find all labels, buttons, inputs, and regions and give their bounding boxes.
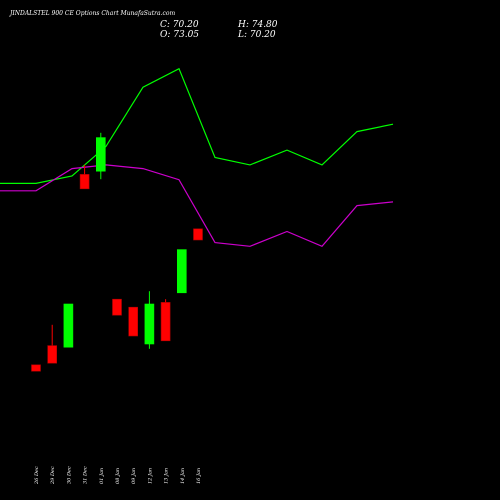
chart-title: JINDALSTEL 900 CE Options Chart MunafaSu…	[8, 10, 176, 17]
high-label: H: 74.80	[237, 20, 278, 30]
indicator-line-2	[0, 164, 394, 248]
open-label: O: 73.05	[160, 30, 199, 40]
x-tick-label: 30 Dec	[66, 466, 72, 484]
candle-body	[79, 174, 90, 190]
candle	[144, 291, 155, 349]
candle	[96, 132, 106, 180]
candle	[112, 298, 122, 316]
candle-body	[177, 249, 187, 294]
candle	[31, 364, 41, 372]
x-tick-label: 13 Jan	[164, 468, 170, 484]
candle	[47, 324, 58, 364]
candle	[63, 303, 74, 348]
x-tick-label: 29 Dec	[50, 466, 56, 485]
candle-body	[96, 137, 106, 172]
x-tick-label: 12 Jan	[147, 468, 153, 484]
candle	[160, 299, 171, 342]
candlesticks	[31, 132, 203, 372]
x-axis-tick-labels: 26 Dec 29 Dec 30 Dec 31 Dec 01 Jan 08 Jan 09 J…	[34, 466, 202, 485]
x-tick-label: 01 Jan	[99, 468, 105, 484]
candle-body	[63, 303, 74, 348]
x-tick-label: 16 Jan	[196, 468, 202, 484]
candle-body	[160, 302, 171, 342]
x-tick-label: 14 Jan	[180, 468, 186, 484]
candle-body	[47, 345, 58, 364]
x-tick-label: 08 Jan	[115, 468, 121, 484]
indicator-line-1	[0, 67, 394, 184]
candle-body	[144, 303, 155, 345]
close-label: C: 70.20	[160, 20, 199, 30]
candle	[193, 228, 203, 241]
low-label: L: 70.20	[237, 30, 276, 40]
x-tick-label: 31 Dec	[83, 466, 89, 484]
x-tick-label: 26 Dec	[34, 466, 40, 485]
candle-body	[193, 228, 203, 241]
candle	[128, 306, 138, 337]
candle-body	[128, 306, 138, 337]
candle-body	[31, 364, 41, 372]
candle	[177, 249, 187, 294]
indicator-lines	[0, 67, 394, 248]
candle	[79, 164, 90, 190]
candle-body	[112, 298, 122, 316]
x-tick-label: 09 Jan	[131, 468, 137, 484]
